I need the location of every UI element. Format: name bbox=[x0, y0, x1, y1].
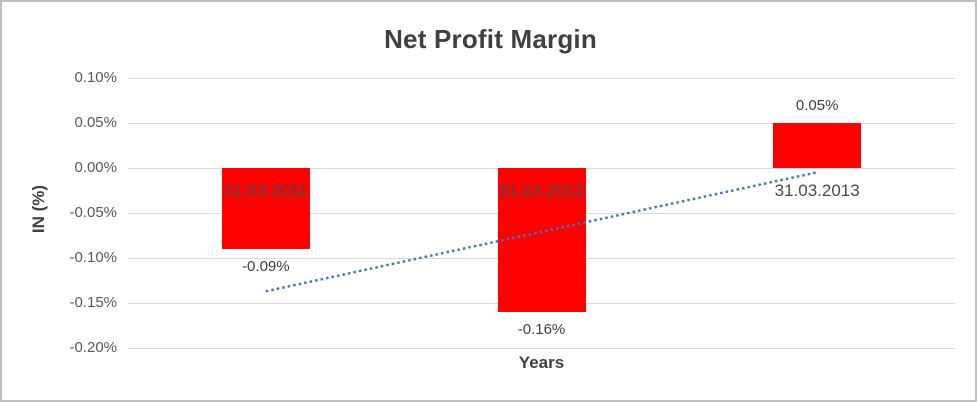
trendline[interactable] bbox=[265, 171, 817, 293]
bar-31-03-2011[interactable] bbox=[221, 168, 310, 249]
category-label: 31.03.2012 bbox=[498, 181, 585, 200]
gridline bbox=[128, 77, 955, 79]
y-tick-label: -0.15% bbox=[69, 294, 117, 311]
y-tick-label: -0.10% bbox=[69, 249, 117, 266]
gridline bbox=[128, 347, 955, 349]
data-label: 0.05% bbox=[795, 97, 839, 114]
plot-area: 31.03.2011 -0.09% 31.03.2012 -0.16% 31.03.20… bbox=[128, 77, 955, 349]
y-tick-label: 0.05% bbox=[74, 114, 117, 131]
data-label: -0.09% bbox=[242, 258, 290, 275]
bar-31-03-2013[interactable] bbox=[773, 123, 862, 168]
category-label: 31.03.2013 bbox=[774, 181, 860, 200]
gridline bbox=[128, 122, 955, 124]
y-tick-label: -0.05% bbox=[69, 204, 117, 221]
bar-31-03-2012[interactable] bbox=[497, 168, 586, 312]
y-tick-label: 0.10% bbox=[74, 69, 117, 86]
x-axis-title: Years bbox=[518, 353, 565, 372]
y-tick-label: 0.00% bbox=[74, 159, 117, 176]
category-label: 31.03.2011 bbox=[223, 181, 308, 200]
data-label: -0.16% bbox=[517, 321, 566, 338]
trendline-layer bbox=[265, 171, 817, 293]
chart-title: Net Profit Margin bbox=[384, 24, 597, 54]
y-tick-label: -0.20% bbox=[69, 339, 117, 356]
